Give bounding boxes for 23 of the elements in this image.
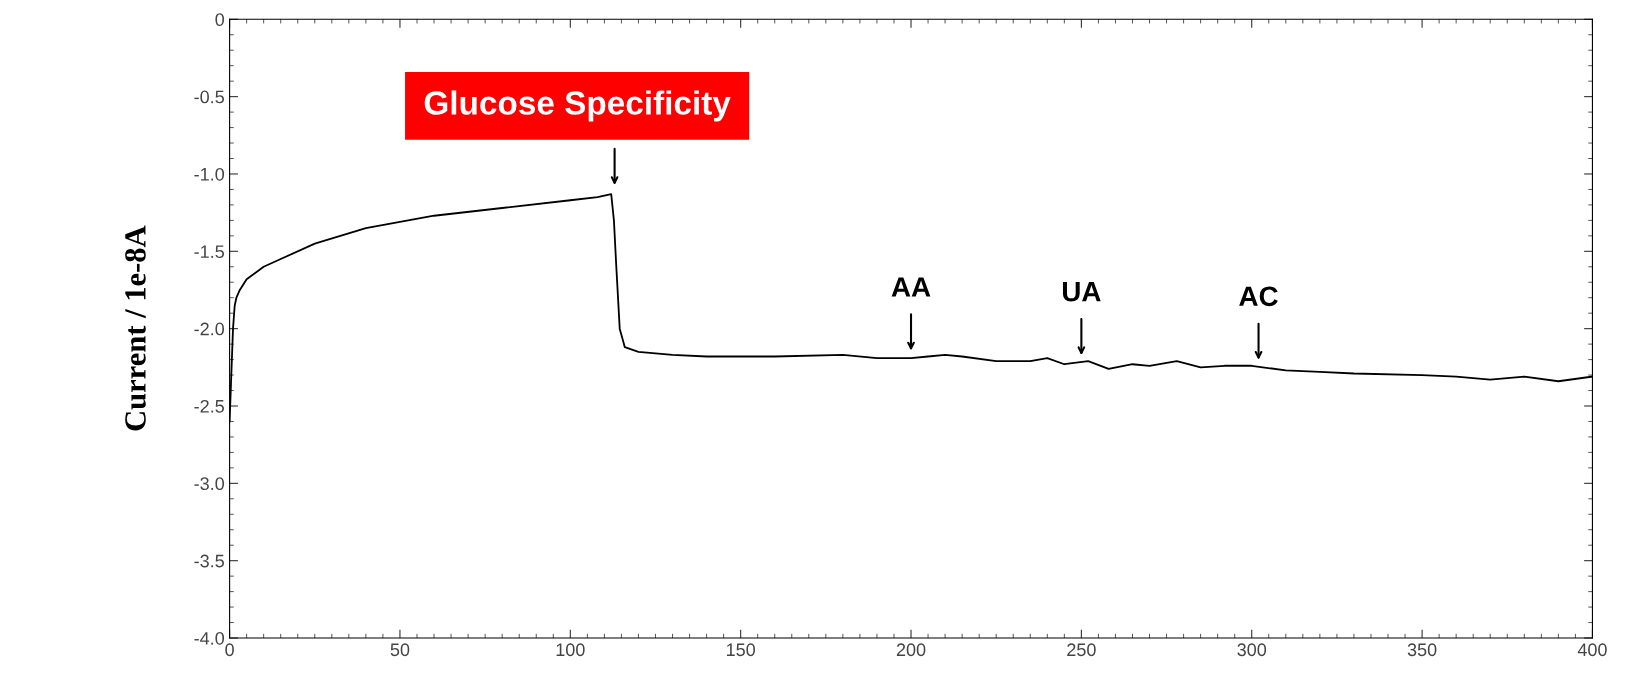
- y-tick-label: -4.0: [194, 631, 225, 645]
- y-tick-label: -2.5: [194, 399, 224, 413]
- x-tick-label: 200: [896, 643, 926, 657]
- x-tick-label: 150: [726, 643, 756, 657]
- x-tick-label: 350: [1407, 643, 1437, 657]
- annotation: AA: [891, 277, 931, 297]
- x-tick-label: 0: [225, 643, 234, 657]
- annotation: AC: [1239, 286, 1278, 307]
- annotation: Glucose Specificity: [424, 90, 731, 122]
- y-tick-label: 0: [215, 13, 225, 27]
- y-axis-title: Current / 1e-8A: [125, 225, 146, 431]
- annotation: UA: [1062, 282, 1101, 302]
- y-tick-label: -1.0: [194, 167, 225, 181]
- x-tick-label: 50: [390, 643, 410, 657]
- y-tick-label: -3.5: [194, 554, 224, 568]
- x-tick-label: 400: [1577, 643, 1607, 657]
- y-tick-label: -3.0: [194, 477, 225, 491]
- x-tick-label: 100: [556, 643, 585, 657]
- y-tick-label: -1.5: [194, 245, 224, 259]
- y-tick-label: -0.5: [194, 90, 224, 104]
- x-tick-label: 250: [1067, 643, 1096, 657]
- x-tick-label: 300: [1237, 643, 1267, 657]
- y-tick-label: -2.0: [194, 322, 225, 336]
